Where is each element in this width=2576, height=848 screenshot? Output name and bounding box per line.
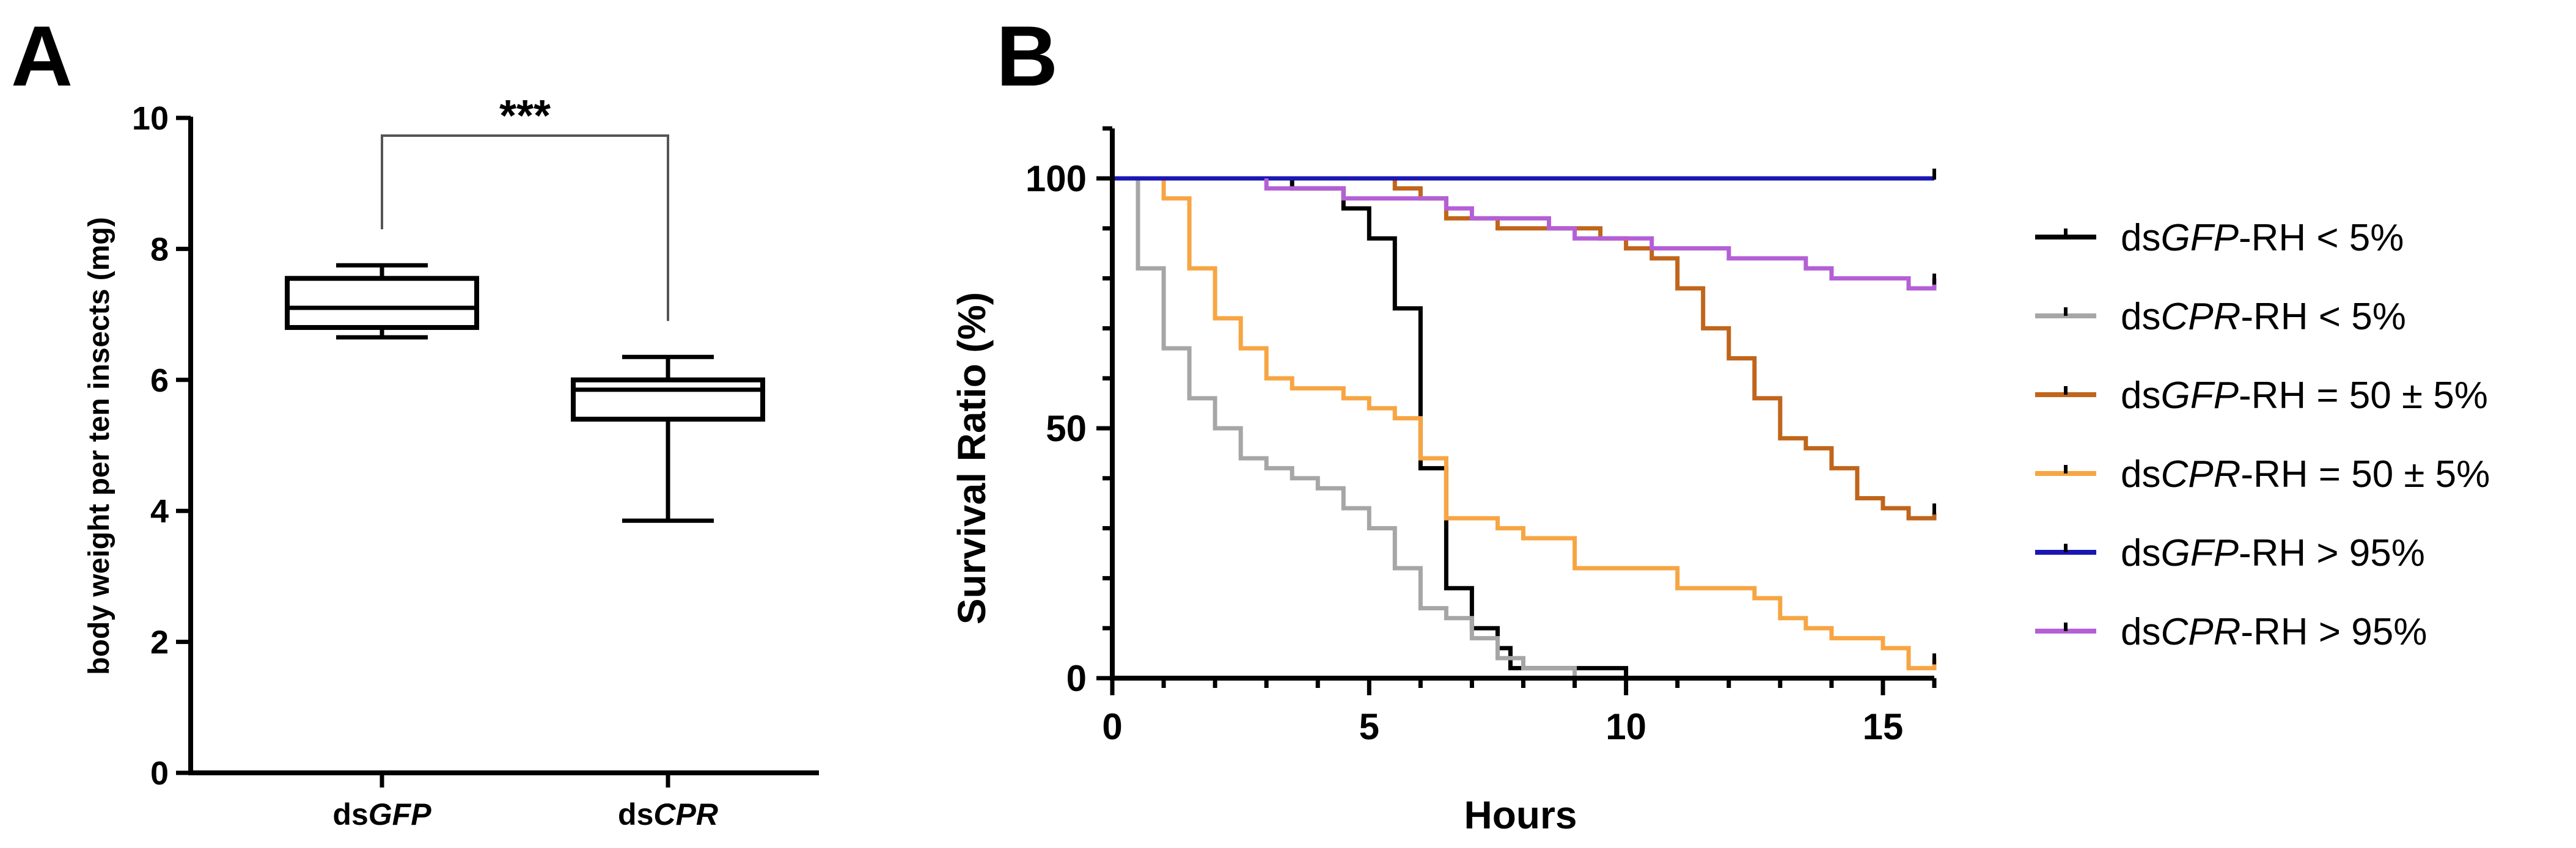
category-prefix: ds <box>618 797 653 832</box>
panel-b-x-ticks: 0 5 10 15 <box>1102 678 1937 747</box>
legend-label: dsCPR-RH > 95% <box>2121 611 2427 653</box>
panel-b-y-tick-label: 50 <box>1046 408 1087 449</box>
panel-b-x-axis-label: Hours <box>1464 793 1577 837</box>
survival-curve-5 <box>1264 178 1937 291</box>
panel-a-y-tick-label: 8 <box>150 231 169 268</box>
legend-gene: GFP <box>2160 217 2238 259</box>
panel-a-boxes <box>285 263 765 788</box>
category-gene: CPR <box>653 797 718 832</box>
significance-label: *** <box>499 92 551 141</box>
legend-condition: -RH = 50 ± 5% <box>2239 375 2488 417</box>
legend-entry-1: dsCPR-RH < 5% <box>2035 296 2406 338</box>
category-gene: GFP <box>369 797 431 832</box>
legend-condition: -RH = 50 ± 5% <box>2240 453 2490 495</box>
survival-curve-3 <box>1112 176 1937 671</box>
legend-label: dsCPR-RH = 50 ± 5% <box>2121 453 2490 495</box>
legend-prefix: ds <box>2121 532 2160 574</box>
panel-a-y-ticks: 0 2 4 6 8 10 <box>132 100 191 792</box>
panel-b-x-tick-label: 10 <box>1605 706 1646 747</box>
iqr-box <box>571 377 765 422</box>
panel-a-y-tick-label: 6 <box>150 362 169 399</box>
panel-letter-b: B <box>996 8 1058 104</box>
panel-a-category-label: dsCPR <box>618 797 718 832</box>
panel-b-legend: dsGFP-RH < 5%dsCPR-RH < 5%dsGFP-RH = 50 … <box>2035 217 2490 653</box>
panel-a-y-tick-label: 10 <box>132 100 169 137</box>
legend-condition: -RH < 5% <box>2239 217 2404 259</box>
legend-gene: CPR <box>2160 453 2240 495</box>
iqr-box <box>285 276 479 331</box>
legend-condition: -RH > 95% <box>2240 611 2427 653</box>
legend-prefix: ds <box>2121 217 2160 259</box>
panel-b-x-tick-label: 15 <box>1863 706 1904 747</box>
panel-a-y-axis-label: body weight per ten insects (mg) <box>83 217 116 674</box>
panel-a-y-tick-label: 0 <box>150 755 169 792</box>
panel-a-y-tick-label: 4 <box>150 493 169 530</box>
panel-b-y-ticks: 0 50 100 <box>1026 126 1112 699</box>
panel-b-y-tick-label: 100 <box>1026 158 1087 199</box>
survival-curve-1 <box>1136 178 1577 678</box>
legend-entry-3: dsCPR-RH = 50 ± 5% <box>2035 453 2490 495</box>
legend-condition: -RH < 5% <box>2240 296 2405 338</box>
panel-a-y-tick-label: 2 <box>150 624 169 661</box>
panel-a-category-labels: dsGFP dsCPR <box>332 797 718 832</box>
panel-a-box-dsCPR <box>571 354 765 788</box>
legend-label: dsGFP-RH > 95% <box>2121 532 2425 574</box>
panel-b-axes <box>1110 128 1934 681</box>
legend-gene: GFP <box>2160 375 2238 417</box>
legend-gene: CPR <box>2160 296 2240 338</box>
legend-gene: GFP <box>2160 532 2238 574</box>
legend-label: dsGFP-RH < 5% <box>2121 217 2404 259</box>
legend-prefix: ds <box>2121 296 2160 338</box>
panel-a-box-dsGFP <box>285 263 479 788</box>
legend-entry-0: dsGFP-RH < 5% <box>2035 217 2404 259</box>
panel-a: A 0 2 4 6 8 10 body weight per ten insects (m… <box>11 8 819 832</box>
category-prefix: ds <box>332 797 368 832</box>
panel-b: B 0 50 100 0 5 10 15 Survival Ratio (%) Hours… <box>950 8 2490 837</box>
legend-label: dsGFP-RH = 50 ± 5% <box>2121 375 2488 417</box>
legend-entry-5: dsCPR-RH > 95% <box>2035 611 2427 653</box>
legend-entry-4: dsGFP-RH > 95% <box>2035 532 2425 574</box>
panel-b-x-tick-label: 5 <box>1359 706 1379 747</box>
legend-prefix: ds <box>2121 375 2160 417</box>
panel-a-significance: *** <box>381 92 669 321</box>
panel-b-y-axis-label: Survival Ratio (%) <box>950 292 994 624</box>
legend-entry-2: dsGFP-RH = 50 ± 5% <box>2035 375 2488 417</box>
panel-letter-a: A <box>11 8 73 104</box>
panel-b-series <box>1112 169 1937 678</box>
legend-prefix: ds <box>2121 611 2160 653</box>
survival-curve-2 <box>1112 176 1937 521</box>
legend-gene: CPR <box>2160 611 2240 653</box>
panel-a-axes <box>188 117 819 775</box>
panel-b-y-tick-label: 0 <box>1066 658 1087 699</box>
legend-prefix: ds <box>2121 453 2160 495</box>
panel-b-x-tick-label: 0 <box>1102 706 1122 747</box>
panel-a-category-label: dsGFP <box>332 797 431 832</box>
legend-condition: -RH > 95% <box>2239 532 2425 574</box>
significance-bracket <box>381 134 669 321</box>
legend-label: dsCPR-RH < 5% <box>2121 296 2406 338</box>
